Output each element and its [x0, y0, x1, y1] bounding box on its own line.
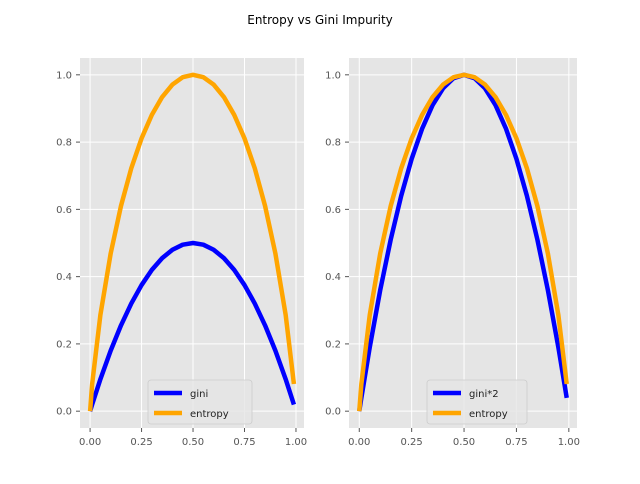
y-tick-label: 0.2 [56, 339, 72, 350]
x-tick-label: 0.25 [130, 437, 152, 448]
y-tick-label: 1.0 [56, 70, 72, 81]
y-tick-label: 0.6 [325, 205, 341, 216]
legend-label: gini*2 [469, 389, 499, 400]
x-tick-label: 1.00 [285, 437, 307, 448]
x-tick-label: 1.00 [558, 437, 580, 448]
legend-label: entropy [190, 409, 229, 420]
subplot-1: 0.00 0.25 0.50 0.75 1.00 0.0 0.2 0.4 0.6 0.8 1.0 gi… [56, 58, 307, 448]
x-tick-label: 0.50 [453, 437, 475, 448]
legend: gini*2 entropy [426, 379, 528, 425]
x-tick-label: 0.75 [505, 437, 527, 448]
y-tick-label: 0.8 [56, 138, 72, 149]
subplot-2: 0.00 0.25 0.50 0.75 1.00 0.0 0.2 0.4 0.6 0.8 1.0 gi… [325, 58, 580, 448]
legend-label: entropy [469, 409, 508, 420]
legend: gini entropy [147, 379, 253, 425]
y-tick-label: 0.2 [325, 339, 341, 350]
x-tick-label: 0.50 [182, 437, 204, 448]
x-tick-label: 0.00 [79, 437, 101, 448]
y-tick-label: 1.0 [325, 70, 341, 81]
x-tick-label: 0.00 [348, 437, 370, 448]
figure-title: Entropy vs Gini Impurity [247, 13, 393, 27]
y-tick-label: 0.0 [56, 407, 72, 418]
y-tick-label: 0.4 [325, 272, 341, 283]
x-tick-label: 0.25 [401, 437, 423, 448]
series-line-entropy [87, 72, 297, 412]
legend-label: gini [190, 389, 208, 400]
series-line-entropy [357, 72, 569, 412]
series-line-gini [87, 240, 297, 412]
y-tick-label: 0.4 [56, 272, 72, 283]
y-tick-label: 0.8 [325, 138, 341, 149]
y-tick-label: 0.6 [56, 205, 72, 216]
y-tick-label: 0.0 [325, 407, 341, 418]
x-tick-label: 0.75 [233, 437, 255, 448]
